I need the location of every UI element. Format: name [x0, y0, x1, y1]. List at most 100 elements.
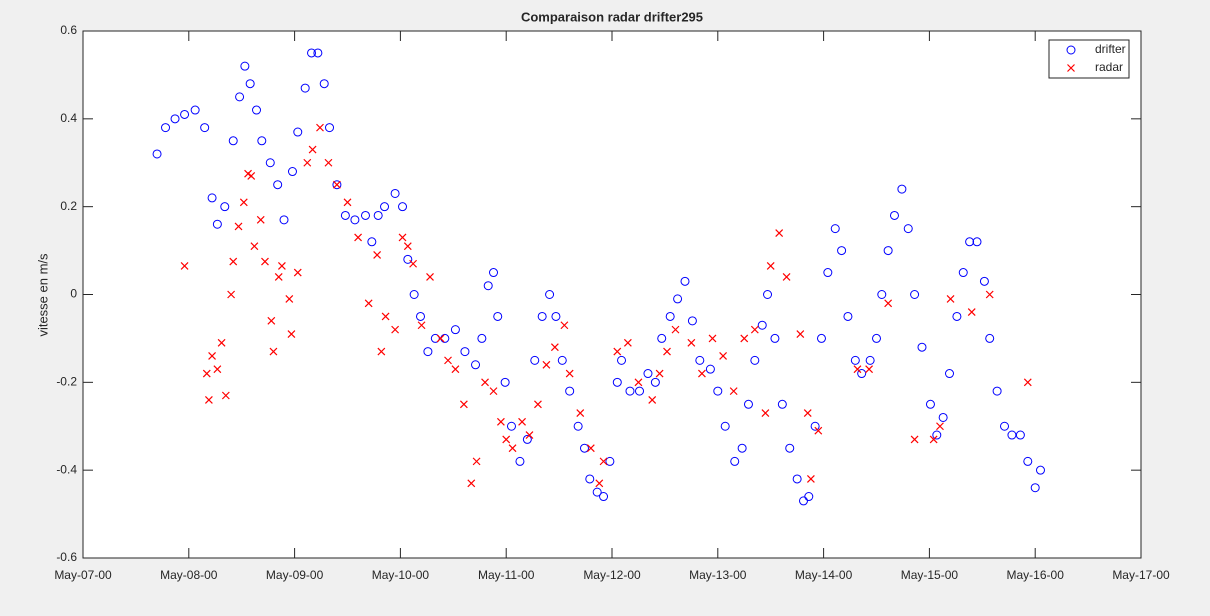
- point: [228, 136, 238, 146]
- x-tick-label: May-09-00: [266, 568, 324, 582]
- point: [403, 254, 413, 264]
- point: [757, 320, 767, 330]
- point: [522, 434, 532, 444]
- point: [740, 334, 749, 343]
- point: [850, 355, 860, 365]
- point: [673, 294, 683, 304]
- point: [579, 443, 589, 453]
- point: [592, 487, 602, 497]
- point: [648, 395, 657, 404]
- y-tick-label: -0.2: [56, 375, 77, 389]
- point: [239, 198, 248, 207]
- point: [671, 325, 680, 334]
- point: [325, 123, 335, 133]
- y-axis-label: vitesse en m/s: [35, 253, 50, 337]
- point: [872, 333, 881, 343]
- point: [730, 456, 740, 466]
- point: [750, 325, 759, 334]
- point: [883, 246, 893, 256]
- point: [650, 377, 660, 387]
- legend-swatch: [1066, 45, 1076, 55]
- point: [803, 409, 812, 417]
- point: [508, 444, 517, 453]
- point: [537, 311, 547, 321]
- y-tick-label: 0.4: [60, 111, 77, 125]
- point: [364, 299, 373, 308]
- point: [560, 321, 569, 330]
- point: [910, 435, 919, 444]
- point: [551, 311, 561, 321]
- point: [680, 276, 690, 286]
- point: [1015, 430, 1025, 440]
- point: [952, 311, 962, 321]
- point: [247, 172, 256, 180]
- point: [945, 369, 955, 379]
- point: [496, 417, 505, 426]
- point: [430, 333, 440, 343]
- x-tick-label: May-15-00: [901, 568, 959, 582]
- x-tick-label: May-08-00: [160, 568, 218, 582]
- axes-box: [82, 30, 1142, 559]
- point: [308, 145, 317, 154]
- point: [979, 276, 989, 286]
- point: [213, 365, 222, 374]
- point: [985, 333, 995, 343]
- point: [340, 210, 350, 220]
- point: [766, 262, 775, 270]
- point: [489, 387, 498, 396]
- point: [307, 48, 317, 58]
- point: [929, 435, 938, 444]
- point: [274, 273, 283, 281]
- point: [599, 492, 609, 502]
- point: [202, 369, 211, 378]
- point: [806, 475, 815, 483]
- point: [287, 167, 297, 177]
- point: [719, 352, 728, 360]
- point: [917, 342, 927, 352]
- point: [234, 222, 243, 231]
- point: [257, 136, 267, 146]
- point: [390, 188, 400, 198]
- point: [830, 224, 840, 234]
- point: [229, 257, 238, 266]
- point: [450, 325, 460, 335]
- point: [319, 79, 329, 89]
- point: [655, 369, 664, 378]
- legend: drifter radar: [1048, 39, 1130, 79]
- point: [785, 443, 795, 453]
- y-tick-label: 0: [70, 287, 77, 301]
- point: [775, 229, 784, 237]
- point: [663, 347, 671, 356]
- point: [889, 210, 899, 220]
- x-tick-label: May-12-00: [583, 568, 641, 582]
- point: [967, 308, 976, 316]
- x-tick-label: May-16-00: [1007, 568, 1065, 582]
- point: [946, 294, 955, 303]
- x-tick-label: May-11-00: [478, 568, 535, 582]
- point: [279, 215, 289, 225]
- point: [220, 202, 230, 212]
- point: [853, 365, 862, 374]
- point: [500, 377, 510, 387]
- point: [972, 237, 982, 247]
- point: [354, 233, 363, 242]
- point: [300, 83, 310, 93]
- point: [910, 290, 920, 299]
- point: [190, 105, 200, 115]
- point: [985, 290, 994, 299]
- point: [565, 386, 575, 396]
- point: [180, 109, 190, 119]
- point: [865, 355, 875, 365]
- point: [843, 311, 853, 321]
- point: [1000, 421, 1010, 431]
- point: [1023, 378, 1032, 387]
- point: [373, 251, 382, 259]
- point: [481, 378, 489, 387]
- point: [750, 355, 760, 365]
- point: [1030, 483, 1040, 493]
- point: [925, 399, 935, 409]
- point: [545, 290, 555, 299]
- point: [665, 311, 675, 321]
- point: [207, 193, 217, 203]
- point: [877, 290, 887, 299]
